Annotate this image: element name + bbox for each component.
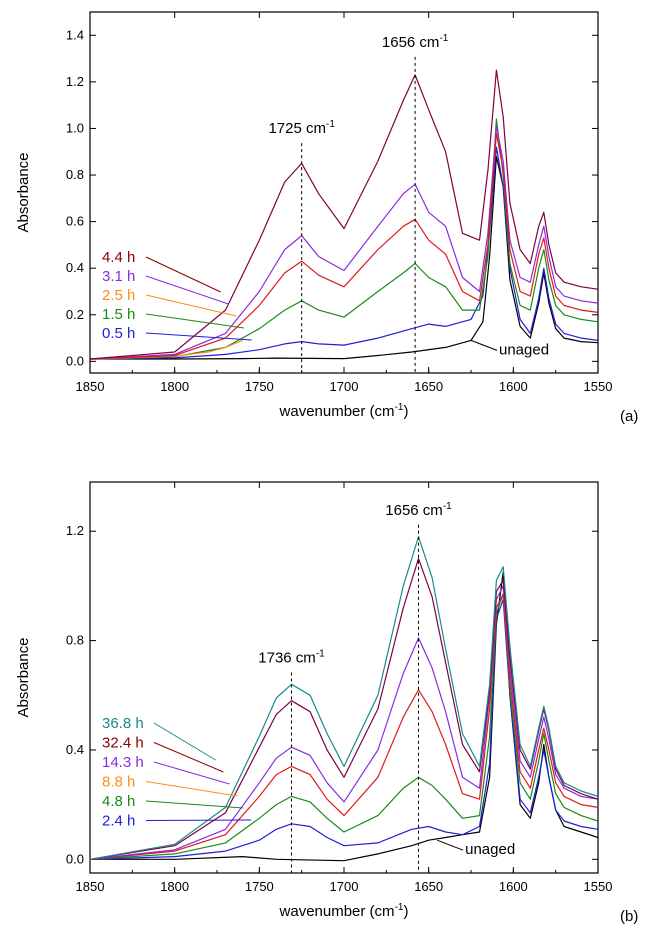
x-tick-label: 1700 <box>330 379 359 394</box>
series-group <box>90 536 598 862</box>
x-tick-label: 1700 <box>330 879 359 894</box>
y-tick-label: 1.2 <box>66 523 84 538</box>
x-tick-label: 1750 <box>245 879 274 894</box>
legend-leader-line <box>145 800 244 809</box>
series-line-32-4-h <box>90 557 598 860</box>
y-tick-label: 0.0 <box>66 353 84 368</box>
series-line-36-8-h <box>90 536 598 860</box>
series-line-1-5-h <box>90 118 598 360</box>
legend-label: 36.8 h <box>102 715 144 732</box>
panel-label: (b) <box>620 908 638 925</box>
legend-label: 14.3 h <box>102 754 144 771</box>
x-tick-label: 1650 <box>414 879 443 894</box>
legend-leader-line <box>145 781 238 797</box>
x-tick-label: 1600 <box>499 879 528 894</box>
x-tick-label: 1750 <box>245 379 274 394</box>
legend-label: 2.5 h <box>102 287 135 304</box>
x-tick-label: 1650 <box>414 379 443 394</box>
chart-panel-a: 1850 1800 1750 1700 1650 1600 1550 0.0 0.2 0.4 0.6… <box>15 11 638 425</box>
legend-leader-line <box>145 294 237 317</box>
series-line-unaged <box>90 155 598 360</box>
legend-label: 4.4 h <box>102 249 135 266</box>
y-tick-label: 0.4 <box>66 260 84 275</box>
legend-label: 3.1 h <box>102 268 135 285</box>
series-line-3-1-h <box>90 125 598 360</box>
legend-leader-line <box>153 722 216 761</box>
y-tick-label: 0.0 <box>66 851 84 866</box>
x-tick-label: 1550 <box>584 879 613 894</box>
series-line-0-5-h <box>90 146 598 360</box>
series-group <box>90 69 598 360</box>
series-line-8-8-h <box>90 593 598 860</box>
peak-label: 1656 cm-1 <box>385 501 452 519</box>
y-axis-title: Absorbance <box>15 152 32 232</box>
series-line-14-3-h <box>90 585 598 860</box>
unaged-leader-line <box>470 339 498 351</box>
series-line-4-8-h <box>90 593 598 860</box>
y-tick-label: 0.2 <box>66 307 84 322</box>
x-tick-label: 1850 <box>76 879 105 894</box>
legend-leader-line <box>153 742 224 773</box>
y-tick-label: 0.8 <box>66 633 84 648</box>
y-tick-label: 0.6 <box>66 214 84 229</box>
plot-frame <box>89 11 599 374</box>
legend-leader-line <box>145 275 229 305</box>
legend-leader-line <box>145 332 252 341</box>
unaged-leader-line <box>436 839 464 851</box>
legend-leader-line <box>153 761 230 785</box>
legend-label: 2.4 h <box>102 813 135 830</box>
x-tick-label: 1800 <box>160 379 189 394</box>
legend-leader-line <box>145 256 221 293</box>
x-tick-label: 1850 <box>76 379 105 394</box>
y-tick-label: 1.4 <box>66 27 84 42</box>
series-line-unaged <box>90 571 598 862</box>
chart-panel-b: 1850 1800 1750 1700 1650 1600 1550 0.0 0.4 0.8 1.2… <box>15 481 638 925</box>
series-line-2-4-h <box>90 598 598 860</box>
unaged-label: unaged <box>465 841 515 858</box>
series-line-4-4-h <box>90 69 598 360</box>
series-line-3-1-h-red <box>90 132 598 360</box>
peak-label: 1736 cm-1 <box>258 648 325 666</box>
panel-label: (a) <box>620 408 638 425</box>
x-axis-title: wavenumber (cm-1) <box>279 902 409 920</box>
y-tick-label: 0.4 <box>66 742 84 757</box>
y-tick-label: 1.0 <box>66 120 84 135</box>
peak-label: 1656 cm-1 <box>382 33 449 51</box>
peak-label: 1725 cm-1 <box>268 119 335 137</box>
legend-label: 0.5 h <box>102 325 135 342</box>
unaged-label: unaged <box>499 341 549 358</box>
plot-frame <box>89 481 599 874</box>
y-axis-title: Absorbance <box>15 637 32 717</box>
x-axis-title: wavenumber (cm-1) <box>279 402 409 420</box>
x-tick-label: 1600 <box>499 379 528 394</box>
legend-leader-line <box>145 819 252 821</box>
y-tick-label: 0.8 <box>66 167 84 182</box>
legend-label: 32.4 h <box>102 735 144 752</box>
x-tick-label: 1550 <box>584 379 613 394</box>
legend-leader-line <box>145 313 245 329</box>
x-tick-label: 1800 <box>160 879 189 894</box>
y-tick-label: 1.2 <box>66 74 84 89</box>
legend-label: 8.8 h <box>102 774 135 791</box>
legend-label: 1.5 h <box>102 306 135 323</box>
legend-label: 4.8 h <box>102 793 135 810</box>
